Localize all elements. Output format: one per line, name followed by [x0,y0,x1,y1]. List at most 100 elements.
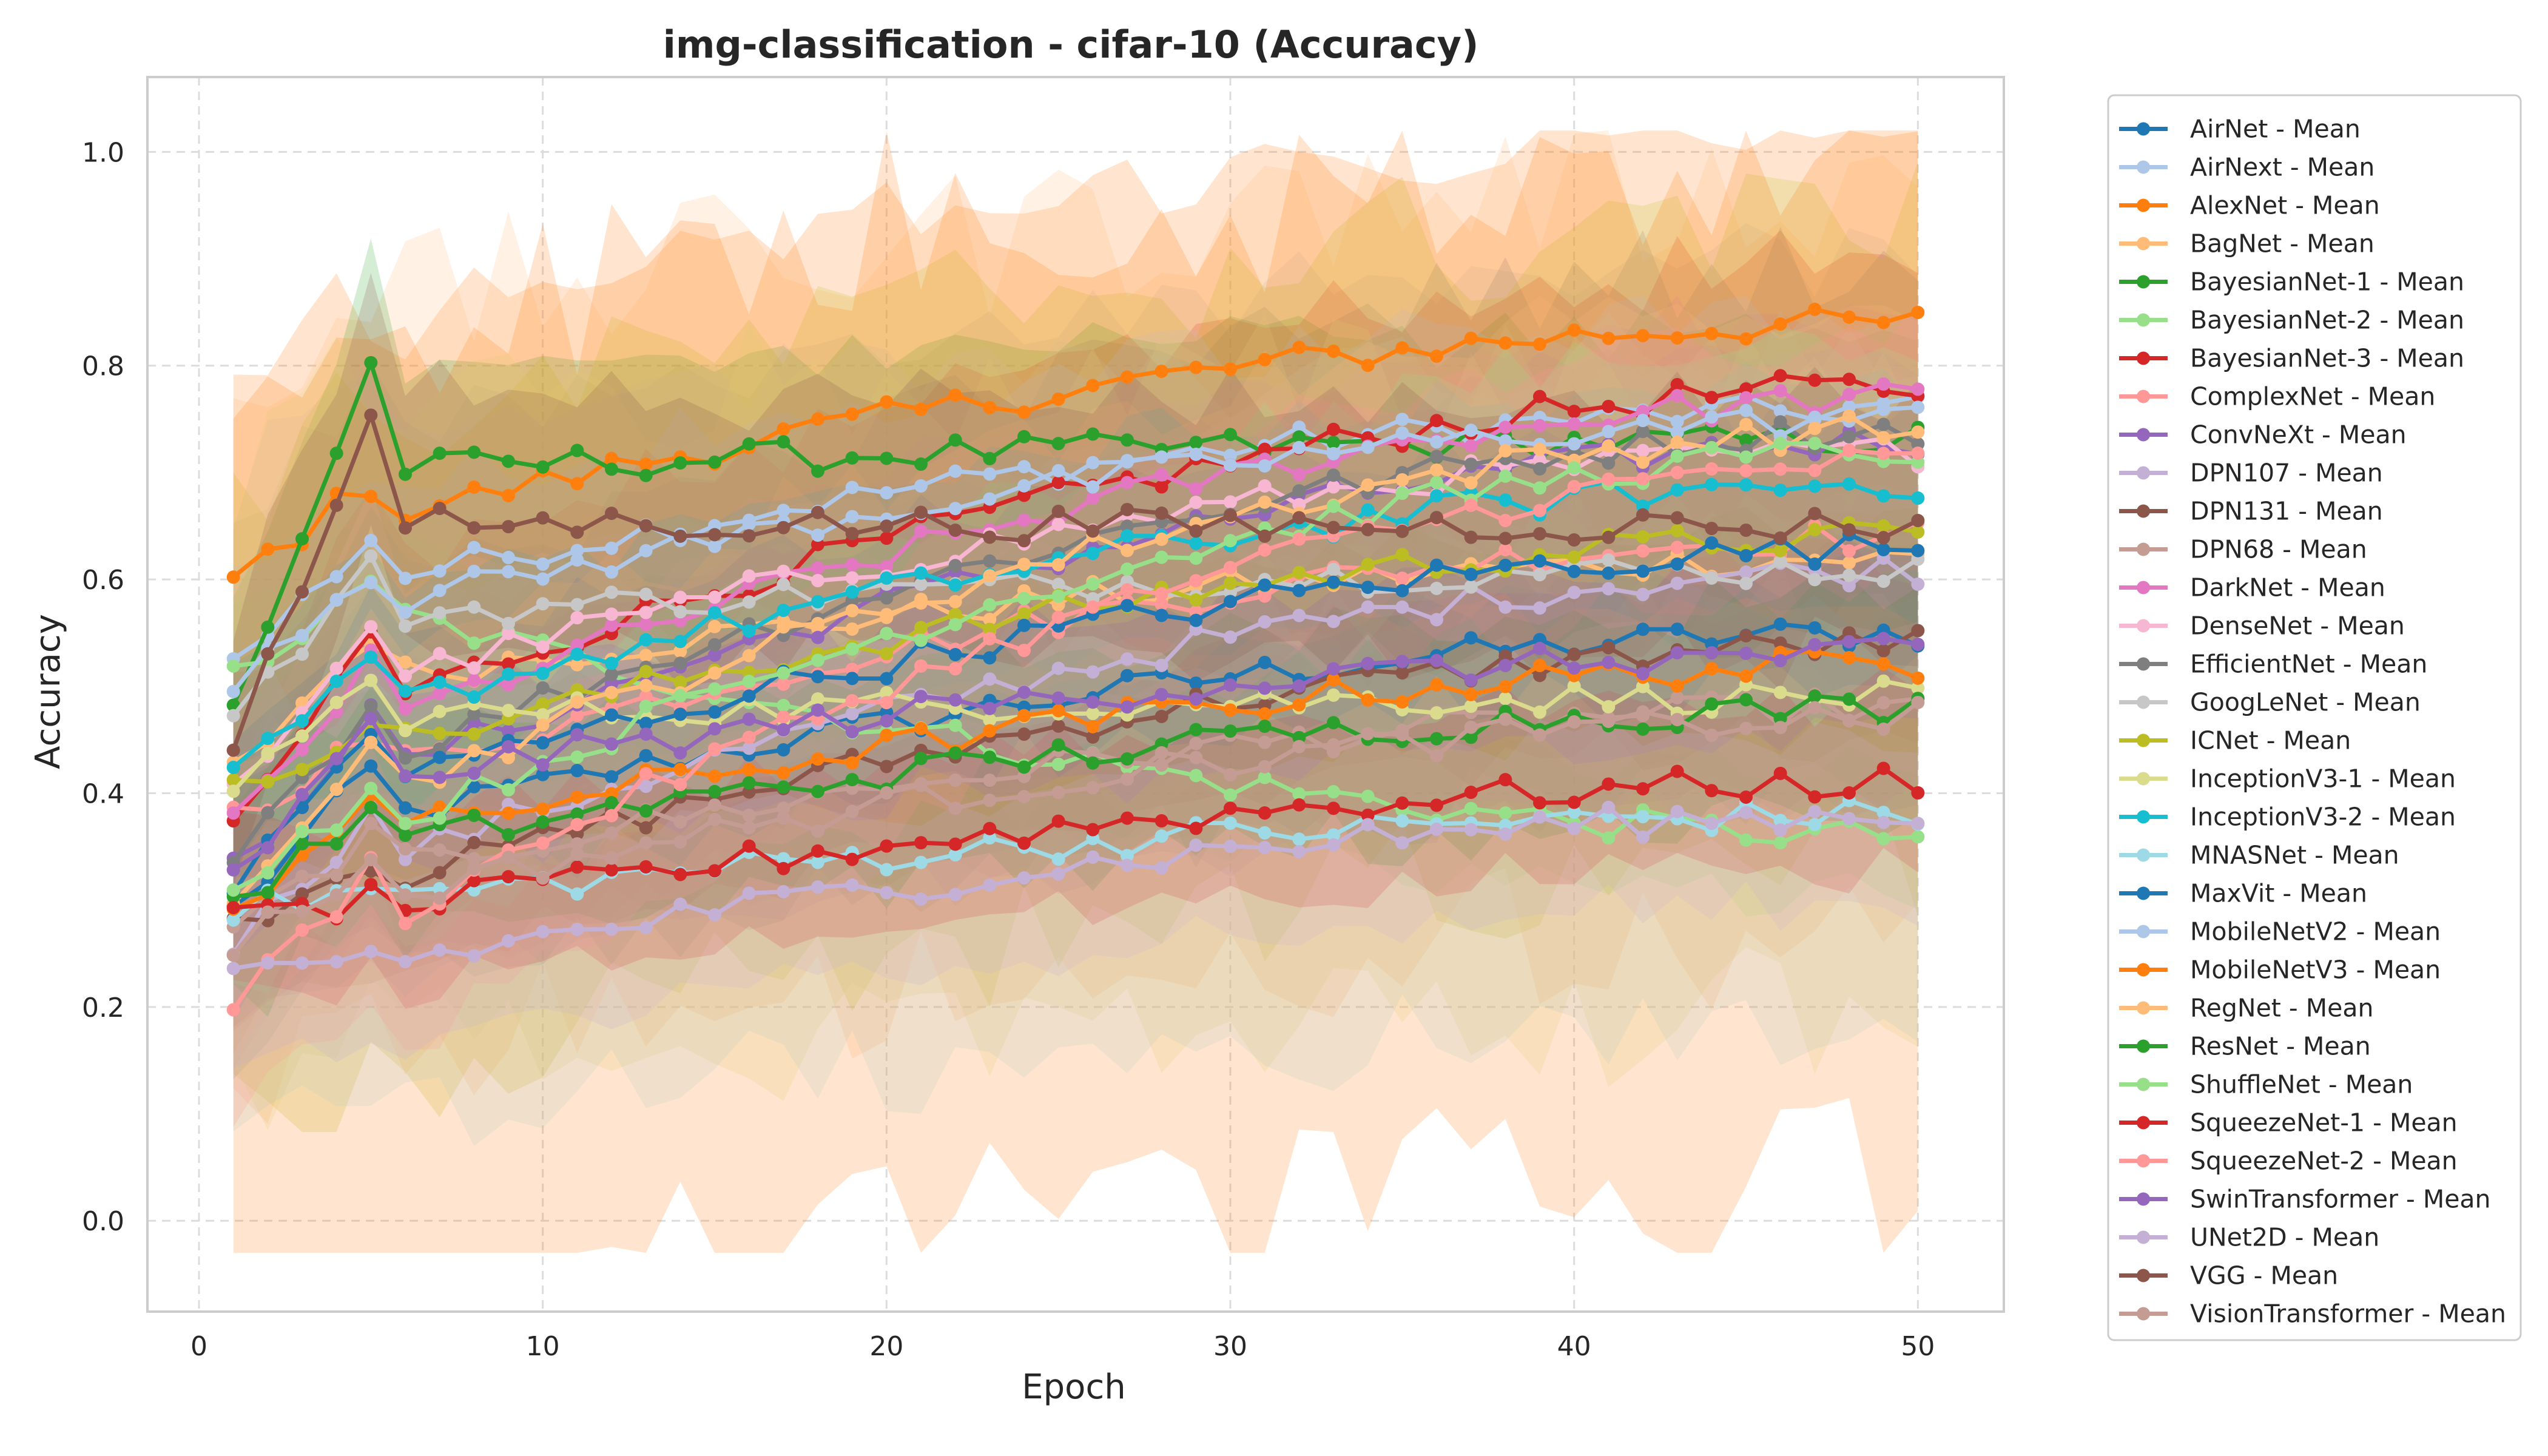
legend-marker [2137,925,2150,939]
data-point [1705,571,1719,585]
data-point [1051,578,1065,592]
data-point [1464,498,1478,512]
data-point [1121,519,1134,533]
data-point [1602,831,1616,845]
data-point [673,644,687,658]
series-28 [226,632,1925,877]
data-point [1292,740,1306,753]
data-point [708,908,721,922]
data-point [1498,827,1512,841]
data-point [1224,508,1237,522]
data-point [1670,389,1684,403]
data-point [399,917,412,931]
data-point [1773,462,1787,476]
data-point [1361,727,1375,741]
data-point [1808,436,1822,450]
legend-marker [2137,772,2150,786]
data-point [1602,553,1616,567]
data-point [570,443,584,457]
data-point [1464,631,1478,645]
y-axis-label: Accuracy [29,614,68,769]
data-point [605,809,618,823]
data-point [1567,661,1581,675]
data-point [1670,764,1684,778]
legend-marker [2137,1077,2150,1091]
data-point [1773,636,1787,650]
data-point [1361,522,1375,536]
data-point [914,659,928,673]
data-point [399,751,412,765]
data-point [983,713,997,727]
data-point [329,695,343,709]
data-point [1842,400,1856,414]
data-point [399,955,412,969]
data-point [639,836,653,850]
data-point [295,647,309,661]
data-point [1602,530,1616,544]
data-point [1533,568,1546,582]
data-point [364,490,378,504]
x-tick-label: 50 [1901,1331,1935,1362]
data-point [1154,480,1168,494]
data-point [1051,392,1065,406]
legend-label: MNASNet - Mean [2190,841,2399,870]
data-point [914,778,928,792]
data-point [1121,849,1134,863]
data-point [1842,812,1856,826]
data-point [570,728,584,742]
data-point [1464,423,1478,437]
data-point [605,737,618,751]
data-point [948,502,962,516]
data-point [1464,580,1478,594]
data-point [502,827,515,841]
data-point [1773,484,1787,497]
data-point [1876,815,1890,829]
data-point [1430,349,1443,363]
data-point [502,678,515,692]
data-point [399,852,412,866]
legend-item: AirNet - Mean [2119,115,2361,144]
data-point [1533,669,1546,682]
data-point [1567,550,1581,564]
data-point [673,590,687,604]
data-point [948,607,962,621]
data-point [639,716,653,730]
data-point [1464,730,1478,744]
data-point [811,464,824,478]
data-point [399,605,412,619]
data-point [1361,478,1375,492]
data-point [1464,687,1478,701]
data-point [502,454,515,468]
data-point [742,437,756,451]
data-point [605,451,618,465]
data-point [1430,749,1443,763]
data-point [673,868,687,881]
data-point [1876,447,1890,460]
data-point [399,724,412,738]
data-point [1017,513,1031,527]
data-point [226,570,240,584]
legend-item: DPN68 - Mean [2119,535,2367,564]
legend-marker [2137,237,2150,251]
data-point [467,852,481,866]
data-point [708,619,721,633]
data-point [605,462,618,476]
data-point [467,541,481,554]
data-point [845,622,859,636]
data-point [467,766,481,780]
data-point [1636,782,1650,796]
legend-item: VisionTransformer - Mean [2119,1299,2506,1329]
data-point [777,811,790,825]
data-point [1327,344,1340,358]
data-point [1911,437,1925,451]
data-point [1773,653,1787,667]
data-point [1154,829,1168,843]
data-point [1911,447,1925,460]
data-point [1876,402,1890,416]
data-point [1808,302,1822,316]
data-point [1773,766,1787,780]
data-point [880,627,894,641]
data-point [1086,491,1100,505]
data-point [1395,695,1409,709]
data-point [1911,525,1925,539]
